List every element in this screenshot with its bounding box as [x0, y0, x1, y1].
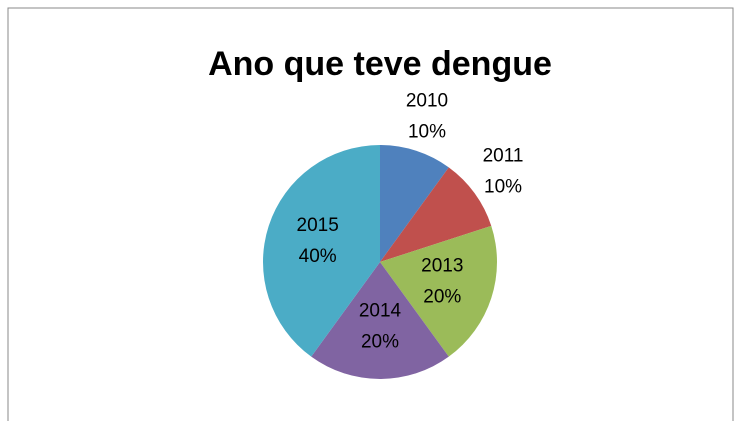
- slice-value-label: 20%: [361, 332, 399, 353]
- pie-slice: [380, 167, 492, 262]
- chart-title: Ano que teve dengue: [208, 45, 552, 83]
- pie-slice: [263, 145, 380, 357]
- slice-value-label: 40%: [299, 246, 337, 267]
- slice-category-label: 2010: [406, 90, 448, 111]
- pie-slice: [380, 225, 498, 357]
- slice-category-label: 2014: [359, 301, 402, 322]
- slice-value-label: 10%: [408, 121, 446, 142]
- slice-category-label: 2015: [297, 215, 339, 236]
- slice-value-label: 20%: [423, 286, 461, 307]
- slice-value-label: 10%: [484, 177, 522, 198]
- pie-slice: [311, 262, 449, 379]
- slice-category-label: 2011: [483, 146, 524, 167]
- slice-category-label: 2013: [421, 255, 463, 276]
- pie-slice: [380, 145, 449, 262]
